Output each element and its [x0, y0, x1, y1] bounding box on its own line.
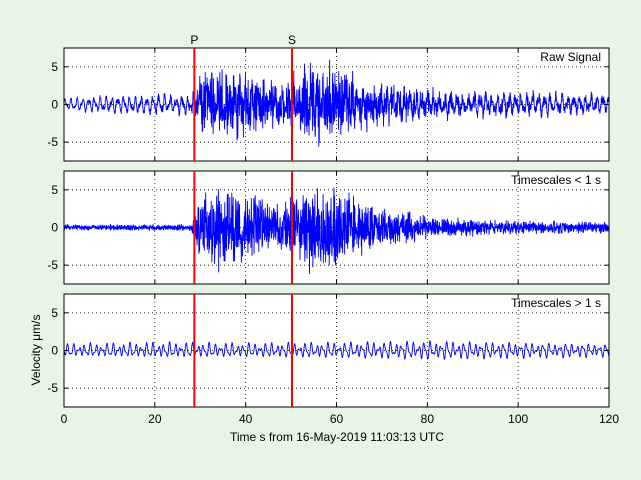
y-tick-label: -5	[47, 381, 58, 395]
signal-trace	[64, 59, 609, 147]
panel-title: Raw Signal	[540, 50, 601, 64]
x-tick-label: 80	[421, 412, 435, 426]
phase-marker-label-s: S	[288, 33, 296, 47]
x-axis-label: Time s from 16-May-2019 11:03:13 UTC	[230, 430, 444, 444]
y-tick-label: 5	[51, 306, 58, 320]
y-tick-label: -5	[47, 258, 58, 272]
y-tick-label: 0	[51, 98, 58, 112]
y-axis-label: Velocity μm/s	[29, 315, 43, 386]
x-tick-label: 20	[148, 412, 162, 426]
x-tick-label: 40	[239, 412, 253, 426]
y-tick-label: 5	[51, 60, 58, 74]
phase-marker-label-p: P	[190, 33, 198, 47]
panel-1: -5 0 5 Raw Signal	[47, 47, 610, 162]
panel-title: Timescales > 1 s	[511, 296, 601, 310]
signal-trace	[64, 340, 609, 360]
y-tick-label: 0	[51, 344, 58, 358]
x-tick-label: 100	[508, 412, 528, 426]
panels: -5 0 5 Raw Signal -5 0 5 Timescales < 1 s -5 0 5 0 2…	[47, 47, 619, 426]
panel-title: Timescales < 1 s	[511, 173, 601, 187]
y-tick-label: 5	[51, 183, 58, 197]
signal-trace	[64, 187, 609, 274]
y-tick-label: -5	[47, 135, 58, 149]
panel-2: -5 0 5 Timescales < 1 s	[47, 170, 610, 285]
x-tick-label: 120	[599, 412, 619, 426]
x-tick-label: 60	[330, 412, 344, 426]
panel-3: -5 0 5 0 20 40 60 80 100 120 Timescales > 1 s	[47, 293, 619, 426]
x-tick-label: 0	[61, 412, 68, 426]
y-tick-label: 0	[51, 221, 58, 235]
